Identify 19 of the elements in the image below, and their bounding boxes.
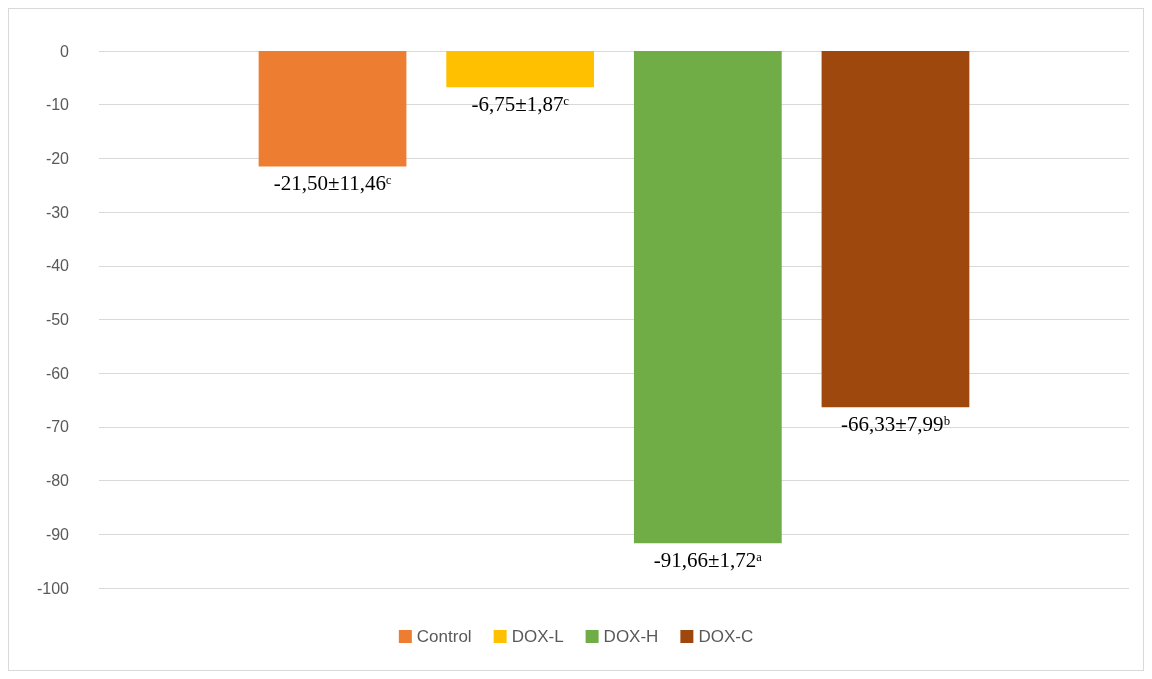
y-tick-label: -20 [45, 149, 70, 167]
y-tick-label: -70 [45, 418, 70, 436]
legend-label: Control [416, 627, 472, 646]
data-label: -66,33±7,99ᵇ [840, 411, 951, 436]
y-tick-label: -100 [36, 579, 70, 597]
y-tick-label: -10 [45, 96, 70, 114]
legend-label: DOX-H [603, 627, 659, 646]
legend-label: DOX-L [511, 627, 564, 646]
data-label: -91,66±1,72ᵃ [653, 547, 763, 572]
data-label: -6,75±1,87ᶜ [471, 91, 570, 116]
y-tick-label: -60 [45, 364, 70, 382]
y-tick-label: -30 [45, 203, 70, 221]
legend-label: DOX-C [698, 627, 754, 646]
y-tick-label: -90 [45, 525, 70, 543]
y-tick-label: -40 [45, 257, 70, 275]
data-label: -21,50±11,46ᶜ [273, 170, 392, 195]
y-tick-label: -80 [45, 472, 70, 490]
y-tick-label: -50 [45, 311, 70, 328]
y-tick-label: 0 [60, 42, 70, 60]
